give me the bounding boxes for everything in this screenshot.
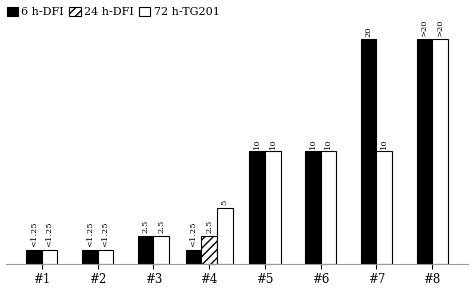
- Bar: [432, 39, 448, 264]
- Text: 2.5: 2.5: [205, 220, 213, 233]
- Bar: [42, 250, 57, 264]
- Text: 10: 10: [253, 139, 261, 149]
- Bar: [249, 152, 265, 264]
- Bar: [82, 250, 98, 264]
- Text: <1.25: <1.25: [30, 222, 38, 247]
- Text: 2.5: 2.5: [142, 220, 149, 233]
- Text: 10: 10: [309, 139, 317, 149]
- Bar: [138, 236, 154, 264]
- Bar: [98, 250, 113, 264]
- Text: >20: >20: [436, 20, 444, 37]
- Legend: 6 h-DFI, 24 h-DFI, 72 h-TG201: 6 h-DFI, 24 h-DFI, 72 h-TG201: [7, 7, 219, 17]
- Bar: [320, 152, 336, 264]
- Text: <1.25: <1.25: [46, 222, 54, 247]
- Bar: [265, 152, 281, 264]
- Text: 2.5: 2.5: [157, 220, 165, 233]
- Text: <1.25: <1.25: [190, 222, 198, 247]
- Bar: [361, 39, 376, 264]
- Text: 10: 10: [269, 139, 277, 149]
- Text: 5: 5: [221, 200, 229, 205]
- Text: <1.25: <1.25: [86, 222, 94, 247]
- Text: <1.25: <1.25: [101, 222, 109, 247]
- Text: 10: 10: [380, 139, 388, 149]
- Bar: [186, 250, 201, 264]
- Text: 20: 20: [365, 27, 373, 37]
- Text: >20: >20: [420, 20, 428, 37]
- Bar: [154, 236, 169, 264]
- Bar: [376, 152, 392, 264]
- Text: 10: 10: [325, 139, 332, 149]
- Bar: [26, 250, 42, 264]
- Bar: [201, 236, 217, 264]
- Bar: [305, 152, 320, 264]
- Bar: [417, 39, 432, 264]
- Bar: [217, 208, 233, 264]
